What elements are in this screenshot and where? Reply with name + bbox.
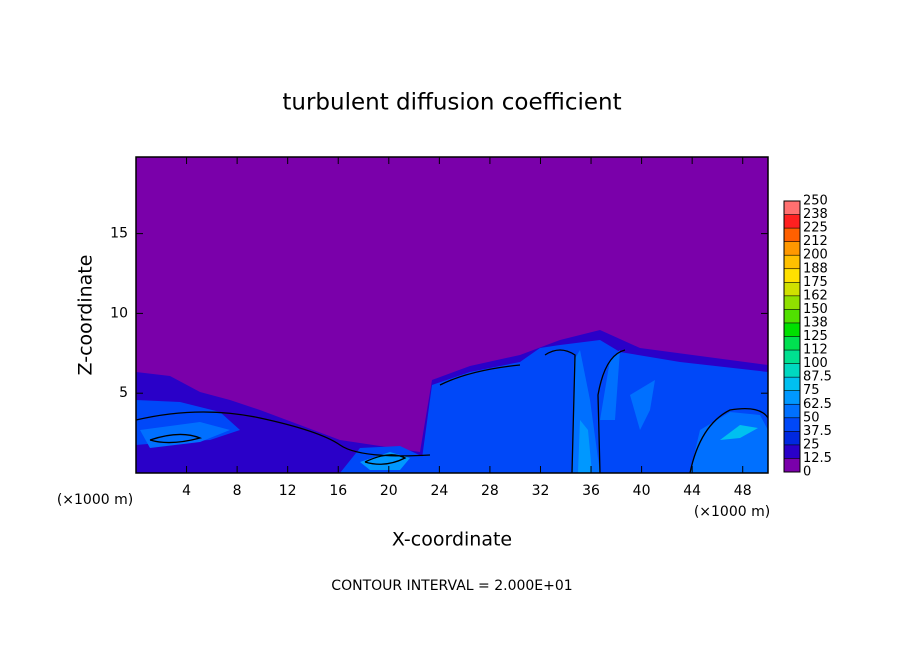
colorbar-label: 200 <box>803 248 828 263</box>
contour-region <box>630 380 655 430</box>
contour-line <box>689 407 769 474</box>
colorbar-label: 162 <box>803 288 828 303</box>
x-tick-label: 16 <box>329 483 347 499</box>
annotation: CONTOUR INTERVAL = 2.000E+01 <box>331 578 572 594</box>
colorbar-label: 12.5 <box>803 451 832 466</box>
x-tick-label: 20 <box>380 483 398 499</box>
contour-region <box>578 420 592 473</box>
x-tick-label: 44 <box>683 483 701 499</box>
x-tick-label: 48 <box>734 483 752 499</box>
y-axis-label: Z-coordinate <box>75 255 97 376</box>
colorbar-label: 62.5 <box>803 397 832 412</box>
contour-line <box>135 411 431 457</box>
y-tick-label: 10 <box>110 305 128 321</box>
colorbar-label: 87.5 <box>803 370 832 385</box>
colorbar-swatch <box>784 350 800 364</box>
colorbar-swatch <box>784 404 800 418</box>
y-tick-label: 5 <box>119 385 128 401</box>
colorbar-swatch <box>784 201 800 215</box>
x-tick-label: 28 <box>481 483 499 499</box>
colorbar-swatch <box>784 282 800 296</box>
contour-region <box>572 350 600 473</box>
contour-line <box>597 349 626 474</box>
x-axis-label: X-coordinate <box>392 529 512 551</box>
x-tick-label: 36 <box>582 483 600 499</box>
colorbar-label: 250 <box>803 194 828 209</box>
colorbar-swatch <box>784 377 800 391</box>
colorbar-swatch <box>784 431 800 445</box>
colorbar-label: 0 <box>803 465 811 480</box>
colorbar-label: 138 <box>803 315 828 330</box>
x-tick-label: 32 <box>532 483 550 499</box>
colorbar-swatch <box>784 255 800 269</box>
colorbar-swatch <box>784 214 800 229</box>
contour-line <box>439 364 521 386</box>
x-tick-label: 4 <box>182 483 191 499</box>
contour-region <box>720 425 758 440</box>
contour-line <box>544 349 576 474</box>
colorbar-swatch <box>784 322 800 337</box>
y-tick-label: 15 <box>110 226 128 242</box>
contour-region <box>600 350 620 420</box>
colorbar-label: 212 <box>803 234 828 249</box>
colorbar-label: 150 <box>803 302 828 317</box>
x-tick-label: 40 <box>633 483 651 499</box>
plot-frame <box>135 156 769 474</box>
x-tick-label: 12 <box>279 483 297 499</box>
colorbar-swatch <box>784 241 800 256</box>
colorbar-label: 75 <box>803 383 820 398</box>
colorbar-label: 125 <box>803 329 828 344</box>
colorbar-swatch <box>784 309 800 323</box>
colorbar-swatch <box>784 363 800 378</box>
contour-line <box>364 454 407 465</box>
contour-field <box>135 157 769 474</box>
colorbar-label: 225 <box>803 221 828 236</box>
colorbar-swatch <box>784 458 800 472</box>
contour-region <box>420 340 768 473</box>
colorbar-swatch <box>784 336 800 351</box>
contour-line <box>149 433 203 444</box>
colorbar-swatch <box>784 268 800 283</box>
colorbar-label: 112 <box>803 343 828 358</box>
colorbar-swatch <box>784 295 800 310</box>
colorbar-label: 25 <box>803 437 820 452</box>
colorbar-label: 175 <box>803 275 828 290</box>
colorbar-label: 100 <box>803 356 828 371</box>
colorbar-swatch <box>784 390 800 405</box>
x-tick-label: 8 <box>233 483 242 499</box>
colorbar-label: 50 <box>803 410 820 425</box>
colorbar-label: 37.5 <box>803 424 832 439</box>
x-unit: (×1000 m) <box>694 504 770 520</box>
y-unit: (×1000 m) <box>57 492 133 508</box>
colorbar-swatch <box>784 444 800 459</box>
chart-title: turbulent diffusion coefficient <box>282 90 621 116</box>
colorbar-label: 238 <box>803 207 828 222</box>
x-tick-label: 24 <box>430 483 448 499</box>
colorbar-swatch <box>784 228 800 242</box>
colorbar-swatch <box>784 417 800 432</box>
colorbar-label: 188 <box>803 261 828 276</box>
